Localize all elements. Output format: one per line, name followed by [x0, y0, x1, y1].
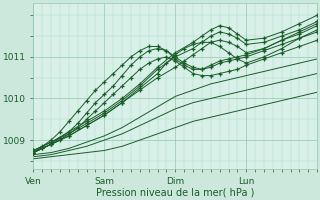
X-axis label: Pression niveau de la mer( hPa ): Pression niveau de la mer( hPa ) — [96, 187, 254, 197]
